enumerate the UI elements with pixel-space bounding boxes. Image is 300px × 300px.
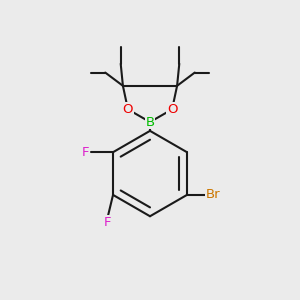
Text: Br: Br xyxy=(205,188,220,201)
Text: F: F xyxy=(104,216,112,229)
Text: F: F xyxy=(82,146,89,159)
Text: O: O xyxy=(123,103,133,116)
Text: O: O xyxy=(167,103,177,116)
Text: B: B xyxy=(146,116,154,128)
